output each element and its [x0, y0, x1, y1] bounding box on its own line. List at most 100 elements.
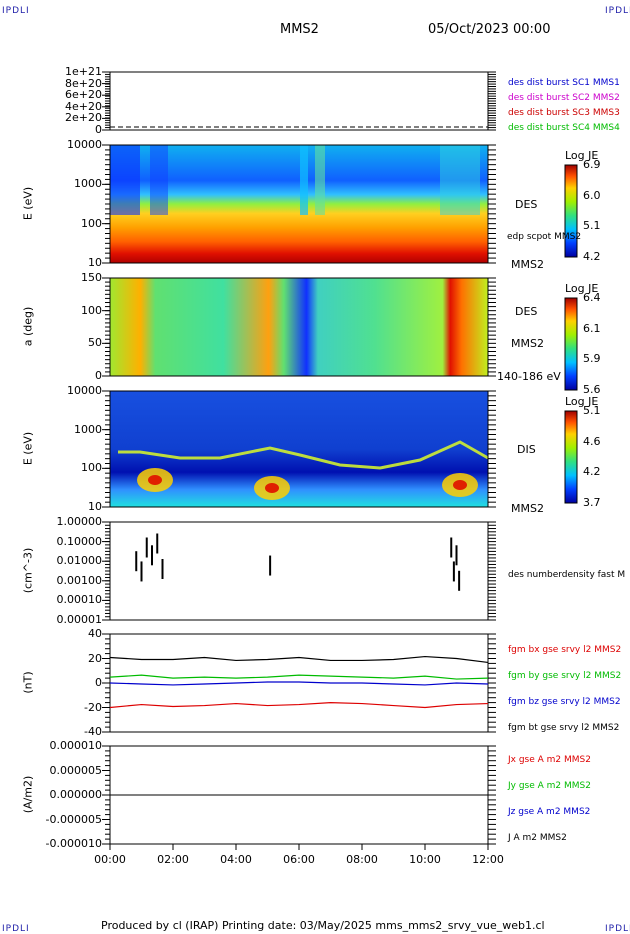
- pitch-angle-ytick-label: 100: [81, 303, 102, 317]
- burst-ytick-label: 1e+21: [65, 65, 102, 78]
- bfield-series-line: [109, 701, 489, 709]
- burst-ytick-label: 2e+20: [65, 111, 102, 125]
- des-energy-colorbar-tick: 6.0: [583, 188, 601, 202]
- dis-energy-ridge: [118, 440, 489, 470]
- dis-energy-spectrogram: [110, 391, 488, 507]
- des-energy-side-label: DES: [515, 198, 538, 211]
- burst-ytick-label: 4e+20: [65, 99, 102, 113]
- density-ytick-label: 1.00000: [56, 515, 103, 528]
- bfield-legend-entry: fgm bz gse srvy l2 MMS2: [508, 697, 621, 707]
- dis-energy-side-label: MMS2: [511, 502, 544, 515]
- pitch-angle-colorbar-tick: 5.6: [583, 383, 601, 396]
- pitch-angle-ytick-label: 50: [88, 336, 102, 350]
- dis-energy-colorbar-tick: 4.6: [583, 434, 601, 448]
- spacecraft-title: MMS2: [280, 22, 319, 37]
- des-energy-colorbar-tick: 5.1: [583, 219, 601, 233]
- pitch-angle-side-label: MMS2: [511, 337, 544, 350]
- pitch-angle-ylabel: a (deg): [21, 306, 35, 347]
- des-energy-ytick-label: 10: [88, 256, 102, 269]
- bfield-series-line: [109, 681, 489, 686]
- time-xtick-label: 04:00: [220, 853, 252, 866]
- pitch-angle-colorbar-tick: 5.9: [583, 352, 601, 366]
- burst-legend-entry: des dist burst SC3 MMS3: [508, 108, 620, 118]
- dis-energy-colorbar: [564, 410, 578, 504]
- burst-legend-entry: des dist burst SC2 MMS2: [508, 93, 620, 103]
- dis-energy-ytick-label: 1000: [74, 422, 102, 436]
- burst-ytick-label: 0: [95, 123, 102, 136]
- density-legend-entry: des numberdensity fast M: [508, 570, 626, 580]
- pitch-angle-side-label: 140-186 eV: [497, 370, 561, 383]
- current-ylabel: (A/m2): [21, 775, 35, 814]
- pitch-angle-side-label: DES: [515, 305, 538, 318]
- pitch-angle-frame: [109, 277, 489, 377]
- des-pitch-angle-spectrogram: [110, 278, 488, 376]
- corner-label-tl: IPDLI: [2, 6, 30, 16]
- bfield-ytick-label: 20: [88, 651, 102, 665]
- density-ytick-label: 0.01000: [56, 554, 103, 568]
- corner-label-br: IPDLI: [605, 924, 630, 934]
- density-ytick-label: 0.10000: [56, 534, 103, 548]
- pitch-angle-ytick-label: 0: [95, 369, 102, 382]
- dis-energy-colorbar-title: Log JE: [565, 395, 599, 408]
- datetime-title: 05/Oct/2023 00:00: [428, 22, 551, 37]
- des-energy-ytick-label: 100: [81, 216, 102, 230]
- pitch-angle-colorbar-tick: 6.4: [583, 291, 601, 304]
- dis-energy-side-label: DIS: [517, 443, 536, 456]
- density-ytick-label: 0.00100: [56, 573, 103, 587]
- pitch-angle-ytick-label: 150: [81, 271, 102, 284]
- des-energy-colorbar: [564, 164, 578, 258]
- bfield-series-line: [109, 674, 489, 680]
- bfield-series-line: [109, 655, 489, 664]
- current-legend-entry: Jz gse A m2 MMS2: [508, 807, 591, 817]
- pitch-angle-colorbar-title: Log JE: [565, 282, 599, 295]
- time-xtick-label: 02:00: [157, 853, 189, 866]
- bfield-ytick-label: 0: [95, 676, 102, 689]
- density-ylabel: (cm^-3): [21, 547, 35, 594]
- burst-legend-entry: des dist burst SC1 MMS1: [508, 78, 620, 88]
- current-legend-entry: Jy gse A m2 MMS2: [508, 781, 591, 791]
- bfield-frame: [109, 633, 489, 733]
- pitch-angle-colorbar-tick: 6.1: [583, 321, 601, 335]
- des-energy-frame: [109, 144, 489, 264]
- corner-label-tr: IPDLI: [605, 6, 630, 16]
- dis-energy-ytick-label: 100: [81, 461, 102, 475]
- des-energy-side-label: edp scpot MMS2: [507, 232, 582, 242]
- current-ytick-label: -0.000005: [45, 812, 102, 826]
- density-ytick-label: 0.00010: [56, 593, 103, 607]
- des-energy-ylabel: E (eV): [21, 186, 35, 221]
- des-energy-spectrogram: [110, 145, 488, 263]
- des-spectrogram-band: [110, 145, 140, 215]
- bfield-legend-entry: fgm bt gse srvy l2 MMS2: [508, 723, 620, 733]
- des-energy-colorbar-title: Log JE: [565, 149, 599, 162]
- density-ytick-label: 0.00001: [56, 613, 103, 626]
- pitch-angle-colorbar: [564, 297, 578, 391]
- bfield-ytick-label: 40: [88, 627, 102, 640]
- current-legend-entry: Jx gse A m2 MMS2: [508, 755, 591, 765]
- des-spectrogram-band: [300, 145, 308, 215]
- bfield-legend-entry: fgm by gse srvy l2 MMS2: [508, 671, 622, 681]
- time-xtick-label: 08:00: [346, 853, 378, 866]
- dis-energy-ytick-label: 10000: [67, 384, 102, 397]
- bfield-ytick-label: -40: [84, 725, 102, 738]
- des-energy-ytick-label: 10000: [67, 138, 102, 151]
- dis-hot-spot: [265, 483, 279, 493]
- dis-energy-colorbar-tick: 5.1: [583, 404, 601, 417]
- density-frame: [109, 521, 489, 621]
- dis-hot-spot: [148, 475, 162, 485]
- time-xtick-label: 10:00: [409, 853, 441, 866]
- current-legend-entry: J A m2 MMS2: [508, 833, 567, 843]
- des-energy-side-label: MMS2: [511, 258, 544, 271]
- current-ytick-label: 0.000005: [49, 763, 103, 777]
- dis-energy-colorbar-tick: 4.2: [583, 465, 601, 479]
- burst-panel-frame: [109, 71, 489, 131]
- dis-energy-ylabel: E (eV): [21, 431, 35, 466]
- dis-hot-spot: [453, 480, 467, 490]
- burst-ytick-label: 8e+20: [65, 76, 102, 90]
- current-ytick-label: 0.000010: [49, 739, 103, 752]
- current-ytick-label: 0.000000: [49, 788, 103, 801]
- des-energy-ytick-label: 1000: [74, 177, 102, 191]
- dis-energy-frame: [109, 390, 489, 508]
- bfield-ytick-label: -20: [84, 700, 102, 714]
- current-ytick-label: -0.000010: [45, 837, 102, 850]
